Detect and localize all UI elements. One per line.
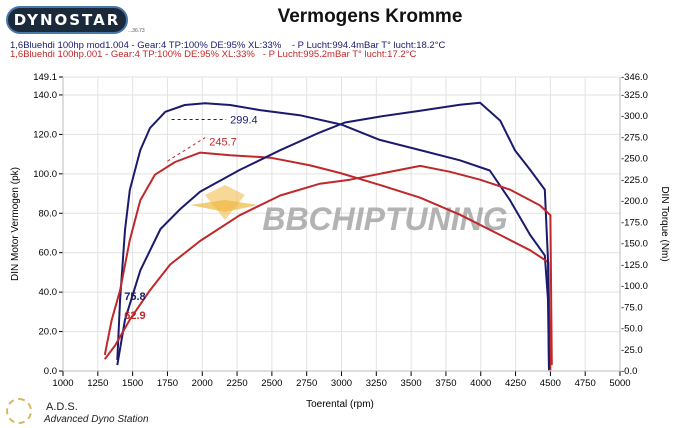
y2-tick-label: -250.0 <box>621 154 648 165</box>
x-tick-label: 4750 <box>575 378 596 389</box>
y2-tick-label: -25.0 <box>621 345 643 356</box>
x-tick-label: 3250 <box>366 378 387 389</box>
series-line-4 <box>104 164 553 366</box>
x-tick-label: 2750 <box>296 378 317 389</box>
y-tick-label: 120.0 <box>33 129 57 140</box>
watermark: BBCHIPTUNING <box>262 201 507 237</box>
y2-tick-label: -346.0 <box>621 72 648 83</box>
x-tick-label: 1250 <box>87 378 108 389</box>
y2-tick-label: -75.0 <box>621 302 643 313</box>
x-tick-label: 4000 <box>470 378 491 389</box>
y2-tick-label: -150.0 <box>621 239 648 250</box>
series-layer <box>103 101 553 371</box>
y-tick-label: 40.0 <box>39 287 58 298</box>
annotation-label: 299.4 <box>230 114 258 126</box>
y2-tick-label: -275.0 <box>621 132 648 143</box>
x-tick-label: 4500 <box>540 378 561 389</box>
ads-logo-icon <box>6 398 32 424</box>
x-tick-label: 2500 <box>261 378 282 389</box>
x-tick-label: 5000 <box>609 378 630 389</box>
run-legend-1: 1,6Bluehdi 100hp mod1.004 - Gear:4 TP:10… <box>10 40 446 51</box>
y-tick-label: 60.0 <box>39 248 58 259</box>
annotations-layer: 299.4 245.7 75.8 62.9 <box>124 114 257 321</box>
y2-axis-label: DIN Torque (Nm) <box>659 186 670 261</box>
series-line-2 <box>103 151 552 371</box>
y-tick-label: 20.0 <box>39 327 58 338</box>
axes: 1000 1250 1500 1750 2000 2250 2500 2750 3000 3250… <box>33 72 648 389</box>
y-tick-label: 149.1 <box>33 72 57 83</box>
x-tick-label: 1750 <box>157 378 178 389</box>
y2-tick-label: -200.0 <box>621 196 648 207</box>
x-tick-label: 3750 <box>435 378 456 389</box>
y2-tick-label: -0.0 <box>621 366 637 377</box>
y-tick-label: 0.0 <box>44 366 57 377</box>
ads-title: A.D.S. <box>46 401 78 413</box>
y2-tick-label: -225.0 <box>621 175 648 186</box>
dynostar-logo: DYNOSTAR <box>6 6 128 34</box>
annotation-leader <box>167 137 206 162</box>
annotation-label: 245.7 <box>209 137 237 149</box>
y2-tick-label: -125.0 <box>621 260 648 271</box>
ads-subtitle: Advanced Dyno Station <box>44 414 149 425</box>
series-line-1 <box>116 102 550 371</box>
x-tick-label: 3000 <box>331 378 352 389</box>
run-legend-2: 1,6Bluehdi 100hp.001 - Gear:4 TP:100% DE… <box>10 49 417 60</box>
y2-tick-label: -175.0 <box>621 217 648 228</box>
x-tick-label: 2250 <box>226 378 247 389</box>
annotation-label: 62.9 <box>124 310 145 322</box>
watermark-logo <box>190 185 258 220</box>
y2-tick-label: -300.0 <box>621 111 648 122</box>
x-tick-label: 2000 <box>192 378 213 389</box>
annotation-label: 75.8 <box>124 291 145 303</box>
logo-version: ...36.73 <box>128 28 145 34</box>
x-tick-label: 3500 <box>401 378 422 389</box>
series-line-3 <box>116 101 550 370</box>
y-tick-label: 80.0 <box>39 208 58 219</box>
y-tick-label: 100.0 <box>33 169 57 180</box>
y-tick-label: 140.0 <box>33 90 57 101</box>
chart-title: Vermogens Kromme <box>277 6 463 27</box>
y-axis-label: DIN Motor Vermogen (pk) <box>10 167 21 281</box>
x-tick-label: 4250 <box>505 378 526 389</box>
x-tick-label: 1500 <box>122 378 143 389</box>
y2-tick-label: -325.0 <box>621 90 648 101</box>
x-tick-label: 1000 <box>52 378 73 389</box>
y2-tick-label: -100.0 <box>621 281 648 292</box>
x-axis-label: Toerental (rpm) <box>306 399 374 410</box>
y2-tick-label: -50.0 <box>621 324 643 335</box>
